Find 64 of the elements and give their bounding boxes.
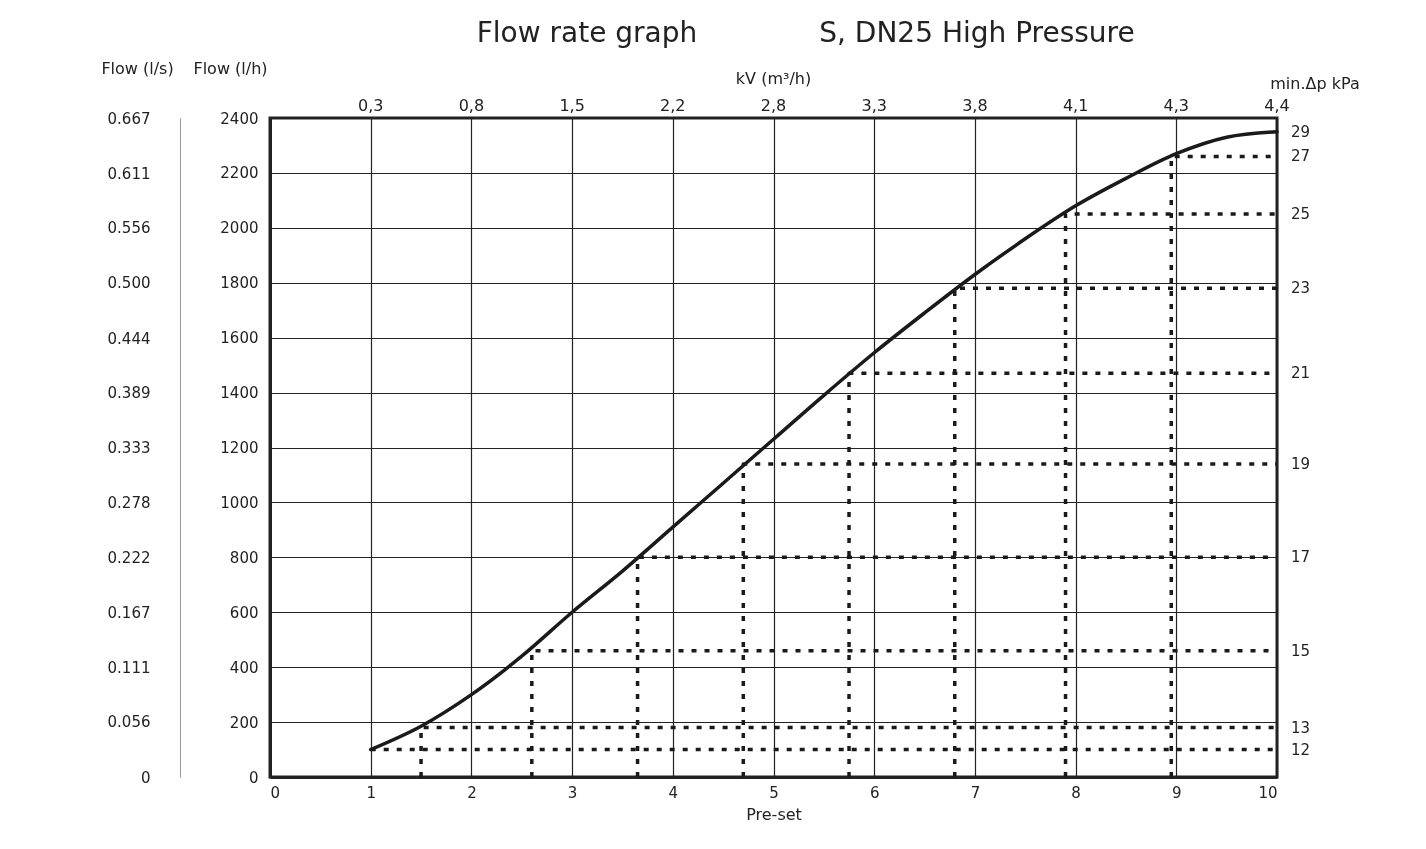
- text: 4,4: [1264, 96, 1290, 115]
- text: 2,8: [760, 96, 787, 115]
- y-tick-label: 1200: [220, 439, 259, 457]
- text: 2,2: [660, 96, 686, 115]
- y-tick-label: 1000: [220, 493, 259, 512]
- text: 0,3: [357, 96, 384, 115]
- series-label: 27: [1291, 147, 1311, 166]
- series-label: 23: [1291, 279, 1311, 298]
- series-label: 25: [1291, 205, 1311, 224]
- x-tick-label: 9: [1172, 783, 1182, 802]
- y2-tick-label: 0.667: [107, 109, 151, 128]
- text: 4,3: [1163, 96, 1190, 115]
- y2-tick-label: 0.556: [107, 219, 151, 238]
- y-tick-label: 2200: [220, 164, 259, 183]
- series-label: 15: [1291, 641, 1311, 660]
- y-tick-label: 1400: [220, 384, 259, 403]
- y2-axis-title: Flow (l/s): [101, 58, 174, 78]
- x-tick-label: 4: [668, 783, 679, 802]
- x-tick-label: 6: [869, 783, 880, 802]
- y-axis-title: Flow (l/h): [193, 58, 268, 78]
- y-tick-label: 2400: [220, 109, 259, 128]
- y2-tick-label: 0.111: [107, 658, 151, 677]
- y2-tick-label: 0.056: [107, 713, 151, 732]
- x-tick-label: 2: [467, 783, 477, 802]
- annotation: 29: [1291, 122, 1311, 141]
- y2-tick-label: 0: [140, 768, 151, 787]
- text: min.Δp kPa: [1270, 74, 1360, 93]
- y-tick-label: 800: [229, 548, 259, 567]
- x-tick-label: 3: [567, 783, 578, 802]
- y-tick-label: 1600: [220, 329, 259, 348]
- x-tick-label: 5: [769, 783, 779, 802]
- series-label: 12: [1291, 740, 1311, 759]
- y2-tick-label: 0.500: [107, 274, 151, 293]
- x-tick-label: 10: [1258, 783, 1278, 802]
- x-axis-title: Pre-set: [746, 804, 802, 824]
- x-tick-label: 7: [970, 783, 981, 802]
- y-tick-label: 400: [229, 658, 259, 677]
- y-tick-label: 200: [229, 713, 259, 732]
- text: 0,8: [458, 96, 485, 115]
- y2-tick-label: 0.611: [107, 164, 151, 183]
- y-tick-label: 600: [229, 603, 259, 622]
- text: 3,8: [962, 96, 988, 115]
- series-label: 19: [1291, 454, 1311, 473]
- text: 4,1: [1062, 96, 1089, 115]
- series-label: 17: [1291, 548, 1311, 567]
- y-tick-label: 0: [248, 768, 259, 787]
- x-tick-label: 8: [1071, 783, 1081, 802]
- chart-title: Flow rate graph: [476, 16, 698, 49]
- y2-tick-label: 0.389: [107, 384, 151, 403]
- text: kV (m³/h): [735, 69, 812, 88]
- y2-tick-label: 0.333: [107, 439, 151, 458]
- series-label: 13: [1291, 718, 1311, 737]
- y-tick-label: 1800: [220, 274, 259, 293]
- text: 1,5: [559, 96, 585, 115]
- series-label: 21: [1291, 364, 1311, 383]
- y2-tick-label: 0.222: [107, 549, 151, 568]
- y2-tick-label: 0.278: [107, 493, 151, 512]
- y2-tick-label: 0.444: [107, 329, 151, 348]
- y2-tick-label: 0.167: [107, 603, 151, 622]
- x-tick-label: 1: [366, 783, 376, 802]
- text: 3,3: [861, 96, 887, 115]
- y-tick-label: 2000: [220, 219, 259, 238]
- chart-subtitle: S, DN25 High Pressure: [819, 16, 1135, 49]
- x-tick-label: 0: [270, 783, 281, 802]
